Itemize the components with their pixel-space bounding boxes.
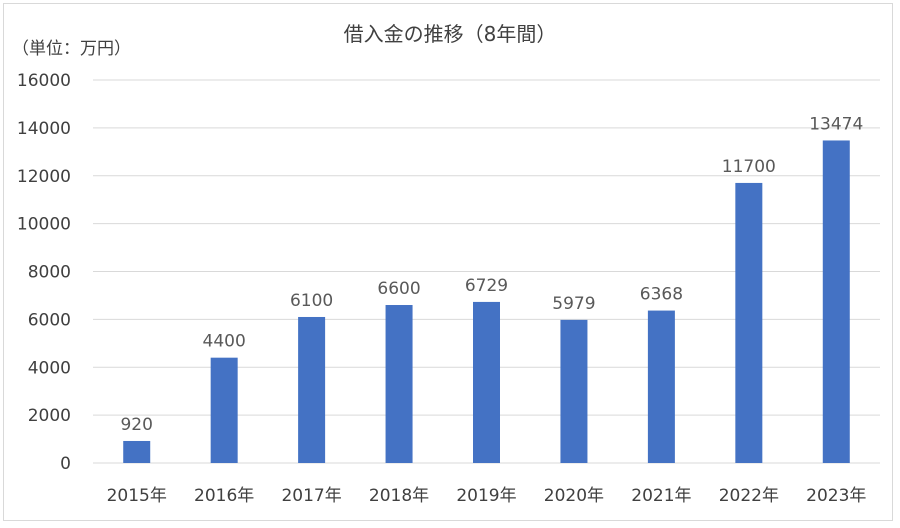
y-tick-label: 14000	[17, 119, 71, 139]
bar	[473, 301, 500, 463]
bar	[210, 357, 238, 463]
bar	[735, 182, 763, 463]
data-label: 6600	[377, 279, 420, 299]
data-label: 5979	[552, 294, 595, 314]
data-label: 13474	[809, 114, 863, 134]
data-label: 11700	[722, 157, 776, 177]
x-tick-label: 2020年	[544, 486, 604, 506]
y-tick-label: 16000	[17, 71, 71, 91]
x-tick-label: 2015年	[107, 486, 167, 506]
bar	[123, 440, 151, 463]
x-tick-label: 2016年	[194, 486, 254, 506]
bar	[385, 305, 413, 463]
x-tick-label: 2018年	[369, 486, 429, 506]
bar	[647, 310, 675, 463]
x-tick-label: 2022年	[719, 486, 779, 506]
bar	[560, 319, 588, 463]
y-tick-label: 12000	[17, 167, 71, 187]
y-tick-label: 0	[60, 454, 71, 474]
y-tick-label: 8000	[28, 263, 71, 283]
y-tick-label: 2000	[28, 406, 71, 426]
x-tick-label: 2023年	[806, 486, 866, 506]
y-tick-label: 6000	[28, 310, 71, 330]
data-label: 6100	[290, 291, 333, 311]
chart-title: 借入金の推移（8年間）	[343, 22, 557, 46]
data-label: 6368	[640, 285, 683, 305]
unit-label: （単位：万円）	[12, 39, 131, 59]
y-tick-label: 4000	[28, 358, 71, 378]
data-label: 6729	[465, 276, 508, 296]
x-tick-label: 2021年	[631, 486, 691, 506]
bar	[298, 316, 326, 463]
x-tick-label: 2019年	[456, 486, 516, 506]
data-label: 4400	[203, 332, 246, 352]
y-tick-label: 10000	[17, 215, 71, 235]
x-tick-label: 2017年	[281, 486, 341, 506]
data-label: 920	[120, 415, 152, 435]
bar	[822, 140, 850, 463]
